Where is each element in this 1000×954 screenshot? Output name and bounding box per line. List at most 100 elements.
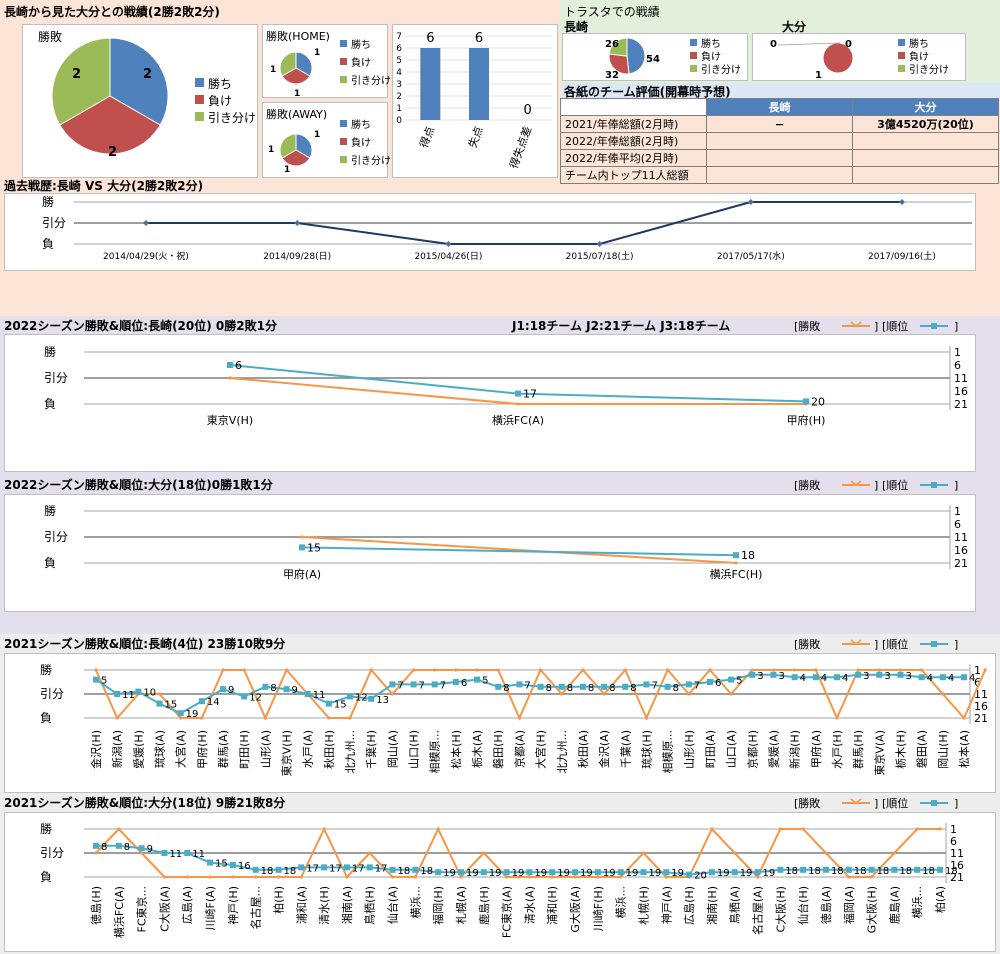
nagasaki-2021-chart-category-label: 琉球(A) [153,730,167,768]
oita-2021-chart-rank-point [572,869,579,876]
pie-trasta-oita-draw: 0 [770,39,777,50]
oita-2021-chart-results-line [95,826,940,879]
oita-2021-chart-result-point [733,851,737,855]
nagasaki-2021-chart-rank-tick: 1 [974,664,981,677]
nagasaki-2021-chart-rank-label: 7 [651,680,657,691]
pie-away-legend-swatch [340,138,347,145]
oita-2021-chart-rank-label: 18 [261,866,274,877]
oita-2021-chart-rank-label: 8 [101,842,107,853]
oita-2022-chart-legend-marker [850,480,862,486]
oita-2021-chart-category-label: G大阪(H) [865,886,879,933]
pie-home-value-lose: 1 [294,89,300,99]
oita-2021-chart-rank-label: 18 [854,866,867,877]
oita-2022-chart-legend-label: [順位 [882,478,908,492]
oita-2021-chart-result-point [710,827,714,831]
oita-2021-chart-result-point [824,851,828,855]
oita-2021-chart-result-point [778,827,782,831]
nagasaki-2021-chart-result-point [750,668,754,672]
oita-2021-chart-category-label: 湘南(H) [705,886,719,925]
oita-2021-chart-rank-label: 19 [603,868,616,879]
oita-2021-chart-rank-tick: 1 [950,823,957,836]
nagasaki-2021-chart-result-point [687,692,691,696]
oita-2021-chart-category-label: 福岡(A) [842,886,856,924]
nagasaki-2021-chart-rank-label: 6 [461,678,467,689]
oita-2021-chart-category-label: 横浜FC(A) [112,886,126,938]
oita-2021-chart-ylabel: 引分 [40,846,64,860]
nagasaki-2021-chart-category-label: 群馬(A) [216,730,230,768]
pie-trasta-oita-leader [777,42,841,46]
nagasaki-2021-chart-category-label: 群馬(H) [851,730,865,769]
nagasaki-2021-chart-result-point [242,668,246,672]
oita-2021-chart-rank-point [891,866,898,873]
oita-2021-chart-rank-point [93,842,99,849]
nagasaki-2021-chart-category-label: 秋田(H) [322,730,336,769]
nagasaki-2021-chart-result-point [623,668,627,672]
oita-2021-chart-rank-label: 9 [147,844,153,855]
oita-2021-chart-result-point [162,875,167,879]
nagasaki-2021-chart-legend-marker [931,641,937,647]
oita-2021-chart-rank-label: 19 [466,868,479,879]
oita-2022-chart-category-label: 甲府(A) [283,567,321,581]
oita-2021-chart-rank-label: 19 [648,868,661,879]
nagasaki-2021-chart-rank-point [706,679,713,685]
nagasaki-2022-chart-ylabel: 引分 [44,371,68,385]
oita-2021-chart-category-label: 仙台(A) [386,886,400,924]
nagasaki-2021-chart-rank-point [368,695,375,702]
oita-2021-chart-rank-point [708,869,715,876]
oita-2021-chart-category-label: FC東京(A) [500,886,514,938]
oita-2021-chart-result-point [915,827,919,831]
nagasaki-2021-chart-rank-label: 13 [376,695,389,706]
nagasaki-2021-chart-ylabel: 引分 [40,687,64,701]
nagasaki-2022-panel [4,334,976,472]
oita-2021-chart-rank-point [868,866,875,873]
oita-2021-chart-rank-label: 18 [877,866,890,877]
oita-2021-chart-result-point [550,875,554,879]
oita-2022-chart-rank-point [299,544,305,551]
oita-2021-chart-rank-point [161,850,168,856]
oita-2021-chart-category-label: 横浜... [910,886,924,919]
nagasaki-2021-chart-rank-point [389,681,396,688]
nagasaki-2021-chart-rank-label: 11 [122,690,135,701]
nagasaki-2022-chart-rank-point [227,362,233,368]
nagasaki-2021-chart-category-label: 北九州... [344,730,357,774]
nagasaki-2021-chart-rank-label: 4 [927,673,933,684]
oita-2021-chart-rank-point [389,866,396,873]
pie-home-label: 勝敗(HOME) [266,30,330,43]
oita-2021-chart-rank-label: 18 [785,866,798,877]
pie-home-legend-label: 勝ち [351,38,371,51]
oita-2021-chart-category-label: 浦和(H) [546,886,559,925]
oita-2021-chart-category-label: C大阪(A) [157,886,171,932]
pie-total-legend-label: 引き分け [208,111,256,125]
oita-2021-chart-rank-point [617,869,624,876]
oita-2021-chart-category-label: 川崎F(H) [591,886,605,931]
pie-trasta-oita-legend-label: 引き分け [909,64,949,76]
nagasaki-2022-chart-rank-tick: 11 [954,372,968,385]
oita-2022-chart-title: 2022シーズン勝敗&順位:大分(18位)0勝1敗1分 [4,477,273,492]
nagasaki-2021-chart-category-label: 磐田(A) [915,730,929,768]
nagasaki-2021-chart-rank-point [812,674,819,681]
oita-2021-chart-rank-label: 19 [763,868,776,879]
nagasaki-2021-chart-result-point [920,668,924,672]
nagasaki-2021-chart-result-point [877,668,881,672]
oita-2021-chart-rank-label: 17 [352,863,365,874]
nagasaki-2021-chart-rank-point [833,674,840,681]
oita-2022-chart-rank-tick: 6 [954,518,961,531]
oita-2021-chart-rank-point [435,869,442,876]
oita-2021-chart-result-point [276,875,281,879]
oita-2021-chart-rank-point [845,866,852,873]
nagasaki-2021-chart-rank-point [431,681,438,688]
nagasaki-2021-chart-category-label: 京都(A) [512,730,526,768]
nagasaki-2021-chart-rank-point [876,671,883,678]
goals-ytick: 3 [396,80,402,90]
oita-2021-panel [4,812,996,952]
nagasaki-2021-chart-category-label: 千葉(H) [364,730,378,769]
nagasaki-2021-chart-category-label: 千葉(A) [618,730,632,768]
oita-2021-chart-result-point [527,875,532,879]
nagasaki-2022-chart-legend-bracket: ] [954,320,958,333]
trasta-oita-label: 大分 [782,20,807,34]
pie-total-value-lose: 2 [108,145,117,160]
history-panel [4,193,976,271]
nagasaki-2021-chart-rank-label: 3 [884,671,890,682]
oita-2021-chart-rank-label: 18 [398,866,411,877]
nagasaki-2021-chart-rank-point [114,691,121,697]
